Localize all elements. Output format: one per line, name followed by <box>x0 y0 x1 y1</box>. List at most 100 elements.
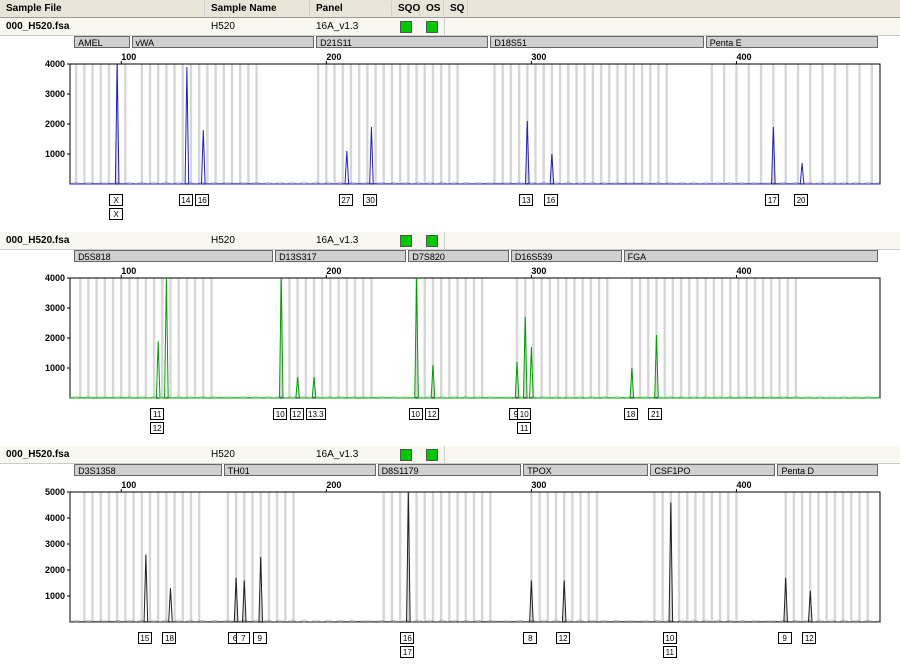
allele-label: 10 <box>409 408 423 420</box>
status-indicator <box>400 449 412 461</box>
locus-label: D16S539 <box>511 250 622 262</box>
electropherogram-plot: 100 200 300 400 1000 2000 3000 4000 <box>12 266 884 402</box>
sample-info-row: 000_H520.fsa H520 16A_v1.3 <box>0 18 900 36</box>
locus-bar: AMELvWAD21S11D18S51Penta E <box>70 36 888 50</box>
allele-label: 21 <box>648 408 662 420</box>
svg-text:4000: 4000 <box>45 59 65 69</box>
locus-label: D13S317 <box>275 250 406 262</box>
svg-text:200: 200 <box>326 480 341 490</box>
panel-name: 16A_v1.3 <box>310 19 392 34</box>
svg-text:3000: 3000 <box>45 539 65 549</box>
svg-text:100: 100 <box>121 52 136 62</box>
allele-label: 10 <box>663 632 677 644</box>
svg-text:100: 100 <box>121 480 136 490</box>
allele-label: 18 <box>162 632 176 644</box>
allele-label: 10 <box>517 408 531 420</box>
allele-label: 17 <box>765 194 779 206</box>
svg-text:2000: 2000 <box>45 119 65 129</box>
svg-text:300: 300 <box>531 266 546 276</box>
allele-label: 8 <box>523 632 537 644</box>
status-indicator <box>400 235 412 247</box>
allele-calls: XX1416273013161720 <box>70 194 888 222</box>
svg-text:200: 200 <box>326 266 341 276</box>
electropherogram-plot: 100 200 300 400 1000 2000 3000 4000 <box>12 52 884 188</box>
allele-label: 12 <box>556 632 570 644</box>
allele-label: 16 <box>544 194 558 206</box>
svg-text:4000: 4000 <box>45 273 65 283</box>
allele-label: 11 <box>517 422 531 434</box>
table-header: Sample File Sample Name Panel SQO OS SQ <box>0 0 900 18</box>
allele-label: 12 <box>150 422 164 434</box>
svg-text:1000: 1000 <box>45 363 65 373</box>
allele-label: 15 <box>138 632 152 644</box>
status-indicator <box>426 449 438 461</box>
svg-text:200: 200 <box>326 52 341 62</box>
allele-label: 27 <box>339 194 353 206</box>
locus-label: D18S51 <box>490 36 703 48</box>
svg-text:4000: 4000 <box>45 513 65 523</box>
svg-text:1000: 1000 <box>45 591 65 601</box>
allele-label: 13 <box>519 194 533 206</box>
allele-label: 17 <box>400 646 414 658</box>
svg-text:2000: 2000 <box>45 565 65 575</box>
allele-label: 11 <box>663 646 677 658</box>
locus-bar: D5S818D13S317D7S820D16S539FGA <box>70 250 888 264</box>
svg-text:3000: 3000 <box>45 303 65 313</box>
sample-name: H520 <box>205 233 310 248</box>
col-os: OS <box>420 1 444 16</box>
svg-text:3000: 3000 <box>45 89 65 99</box>
locus-label: D5S818 <box>74 250 273 262</box>
sample-file: 000_H520.fsa <box>0 447 205 462</box>
allele-label: X <box>109 208 123 220</box>
panel-name: 16A_v1.3 <box>310 447 392 462</box>
svg-text:300: 300 <box>531 480 546 490</box>
allele-label: 18 <box>624 408 638 420</box>
locus-label: D8S1179 <box>378 464 522 476</box>
status-indicator <box>400 21 412 33</box>
allele-label: 30 <box>363 194 377 206</box>
col-sq: SQ <box>444 1 468 16</box>
locus-label: D21S11 <box>316 36 488 48</box>
allele-label: X <box>109 194 123 206</box>
allele-label: 20 <box>794 194 808 206</box>
svg-text:400: 400 <box>736 52 751 62</box>
sample-file: 000_H520.fsa <box>0 19 205 34</box>
col-sqo: SQO <box>392 1 420 16</box>
col-panel: Panel <box>310 1 392 16</box>
locus-label: CSF1PO <box>650 464 775 476</box>
locus-bar: D3S1358TH01D8S1179TPOXCSF1POPenta D <box>70 464 888 478</box>
svg-text:400: 400 <box>736 480 751 490</box>
allele-label: 9 <box>253 632 267 644</box>
svg-text:400: 400 <box>736 266 751 276</box>
svg-text:1000: 1000 <box>45 149 65 159</box>
locus-label: TH01 <box>224 464 376 476</box>
locus-label: FGA <box>624 250 878 262</box>
locus-label: Penta E <box>706 36 878 48</box>
col-sample-file: Sample File <box>0 1 205 16</box>
allele-label: 13.3 <box>306 408 326 420</box>
status-indicator <box>426 21 438 33</box>
allele-label: 14 <box>179 194 193 206</box>
locus-label: D7S820 <box>408 250 509 262</box>
allele-label: 12 <box>425 408 439 420</box>
svg-text:5000: 5000 <box>45 487 65 497</box>
allele-label: 12 <box>802 632 816 644</box>
locus-label: TPOX <box>523 464 648 476</box>
locus-label: D3S1358 <box>74 464 222 476</box>
svg-text:300: 300 <box>531 52 546 62</box>
allele-label: 9 <box>778 632 792 644</box>
electropherogram-plot: 100 200 300 400 1000 2000 3000 4000 5000 <box>12 480 884 626</box>
allele-label: 10 <box>273 408 287 420</box>
svg-text:100: 100 <box>121 266 136 276</box>
locus-label: Penta D <box>777 464 878 476</box>
sample-name: H520 <box>205 19 310 34</box>
allele-calls: 1112101213.31012910111821 <box>70 408 888 436</box>
sample-name: H520 <box>205 447 310 462</box>
status-indicator <box>426 235 438 247</box>
svg-text:2000: 2000 <box>45 333 65 343</box>
allele-label: 7 <box>236 632 250 644</box>
allele-label: 11 <box>150 408 164 420</box>
allele-label: 12 <box>290 408 304 420</box>
panel-name: 16A_v1.3 <box>310 233 392 248</box>
allele-label: 16 <box>195 194 209 206</box>
